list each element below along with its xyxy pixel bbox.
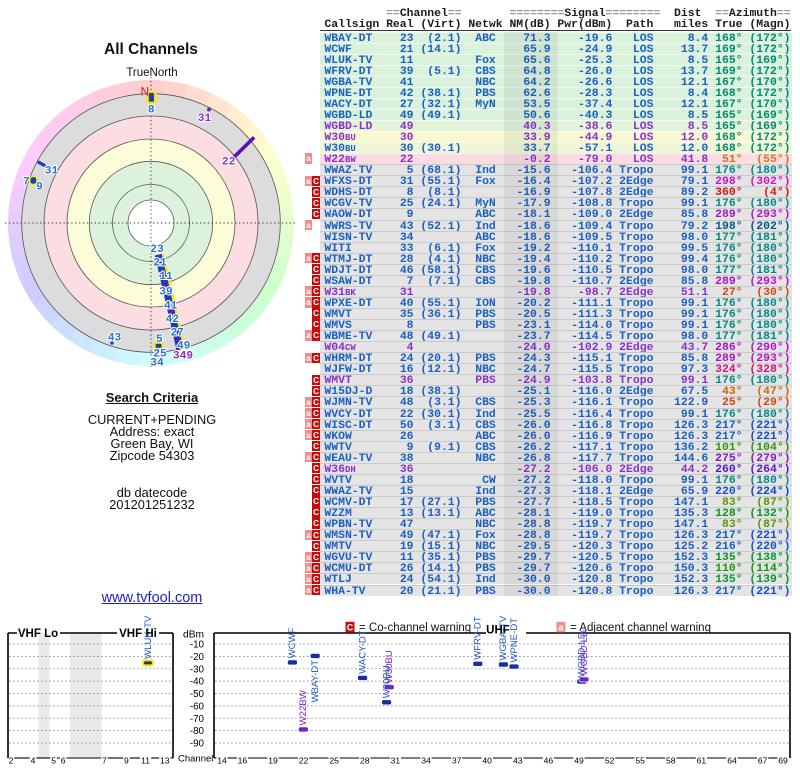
svg-text:a: a bbox=[558, 623, 564, 633]
svg-text:VHF Lo: VHF Lo bbox=[18, 628, 58, 640]
svg-text:-20: -20 bbox=[190, 652, 205, 663]
svg-text:37: 37 bbox=[452, 756, 462, 766]
svg-text:55: 55 bbox=[635, 756, 645, 766]
svg-text:67: 67 bbox=[758, 756, 768, 766]
svg-text:52: 52 bbox=[605, 756, 615, 766]
svg-text:-30: -30 bbox=[190, 664, 205, 675]
svg-text:46: 46 bbox=[544, 756, 554, 766]
svg-text:25: 25 bbox=[153, 349, 167, 361]
svg-text:C: C bbox=[347, 623, 354, 633]
svg-text:WLUK-TV: WLUK-TV bbox=[143, 615, 154, 659]
svg-text:27: 27 bbox=[170, 328, 183, 340]
svg-text:-40: -40 bbox=[190, 677, 205, 688]
svg-text:5: 5 bbox=[156, 334, 163, 346]
svg-text:VHF Hi: VHF Hi bbox=[119, 628, 157, 640]
svg-text:-10: -10 bbox=[190, 640, 205, 651]
svg-text:22: 22 bbox=[222, 157, 236, 169]
svg-text:= Adjacent channel warning: = Adjacent channel warning bbox=[570, 622, 711, 634]
svg-text:6: 6 bbox=[61, 756, 66, 766]
svg-text:W30BU: W30BU bbox=[384, 650, 395, 683]
svg-text:WFRV-DT: WFRV-DT bbox=[473, 616, 484, 660]
svg-text:69: 69 bbox=[778, 756, 788, 766]
svg-text:-90: -90 bbox=[190, 739, 205, 750]
svg-text:WBAY-DT: WBAY-DT bbox=[310, 660, 321, 703]
svg-text:58: 58 bbox=[666, 756, 676, 766]
svg-text:Channel: Channel bbox=[178, 754, 213, 765]
svg-text:5: 5 bbox=[51, 756, 56, 766]
svg-text:WACY-DT: WACY-DT bbox=[357, 630, 368, 674]
svg-text:21: 21 bbox=[153, 258, 167, 270]
svg-text:W30BU: W30BU bbox=[381, 665, 392, 698]
svg-text:34: 34 bbox=[421, 756, 431, 766]
svg-text:43: 43 bbox=[513, 756, 523, 766]
svg-text:25: 25 bbox=[329, 756, 339, 766]
svg-text:-50: -50 bbox=[190, 689, 205, 700]
svg-text:4: 4 bbox=[31, 756, 36, 766]
svg-text:43: 43 bbox=[108, 333, 122, 345]
svg-text:42: 42 bbox=[166, 314, 180, 326]
svg-text:14: 14 bbox=[217, 756, 227, 766]
svg-text:28: 28 bbox=[360, 756, 370, 766]
svg-text:34: 34 bbox=[150, 358, 164, 370]
svg-text:9: 9 bbox=[124, 756, 129, 766]
svg-text:23: 23 bbox=[150, 244, 164, 256]
svg-text:11: 11 bbox=[141, 756, 150, 766]
svg-text:7: 7 bbox=[102, 756, 107, 766]
svg-text:7: 7 bbox=[23, 177, 30, 189]
svg-text:dBm: dBm bbox=[183, 630, 204, 641]
svg-text:13: 13 bbox=[160, 756, 170, 766]
svg-text:31: 31 bbox=[391, 756, 401, 766]
svg-text:-60: -60 bbox=[190, 702, 205, 713]
svg-text:49: 49 bbox=[574, 756, 584, 766]
svg-text:WCWF: WCWF bbox=[287, 627, 298, 658]
svg-text:N: N bbox=[141, 85, 150, 99]
svg-text:61: 61 bbox=[697, 756, 707, 766]
svg-text:8: 8 bbox=[148, 104, 155, 116]
svg-text:-70: -70 bbox=[190, 714, 205, 725]
svg-text:349: 349 bbox=[173, 351, 193, 363]
svg-text:= Co-channel warning: = Co-channel warning bbox=[359, 622, 471, 634]
svg-text:49: 49 bbox=[177, 341, 191, 353]
svg-text:WPNE-DT: WPNE-DT bbox=[509, 618, 520, 663]
svg-text:64: 64 bbox=[727, 756, 737, 766]
svg-text:UHF: UHF bbox=[486, 625, 510, 637]
svg-text:11: 11 bbox=[159, 271, 173, 283]
svg-text:31: 31 bbox=[45, 166, 59, 178]
svg-text:WGBD-LD: WGBD-LD bbox=[577, 632, 588, 677]
svg-text:39: 39 bbox=[159, 287, 173, 299]
svg-text:41: 41 bbox=[164, 301, 178, 313]
svg-text:9: 9 bbox=[36, 181, 43, 193]
svg-text:16: 16 bbox=[238, 756, 248, 766]
svg-text:19: 19 bbox=[268, 756, 278, 766]
svg-text:W22BW: W22BW bbox=[298, 689, 309, 725]
svg-text:31: 31 bbox=[198, 113, 212, 125]
svg-text:WGBA-TV: WGBA-TV bbox=[498, 615, 509, 660]
svg-text:2: 2 bbox=[9, 756, 14, 766]
svg-text:-80: -80 bbox=[190, 726, 205, 737]
svg-text:WGBD-LD: WGBD-LD bbox=[579, 630, 590, 675]
svg-text:40: 40 bbox=[482, 756, 492, 766]
svg-text:22: 22 bbox=[299, 756, 309, 766]
